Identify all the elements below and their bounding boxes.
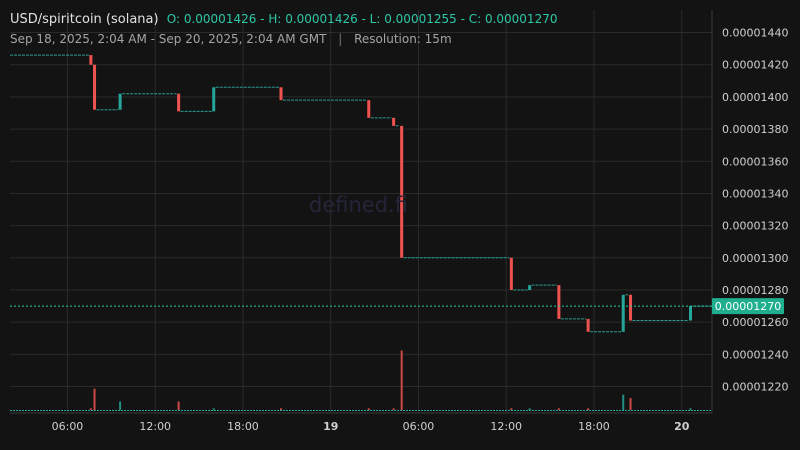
volume-bar (510, 408, 513, 410)
candle (367, 100, 371, 118)
candle (212, 87, 216, 112)
candles (89, 55, 693, 332)
candle (621, 294, 625, 332)
candle (89, 55, 93, 65)
candle (177, 93, 181, 112)
volume-bar (622, 394, 625, 410)
x-tick-label: 06:00 (403, 420, 435, 433)
volume-bar (557, 408, 560, 410)
resolution-label: Resolution: 15m (354, 32, 452, 46)
watermark: defined.fi (309, 193, 408, 217)
y-tick-label: 0.00001360 (722, 155, 788, 168)
ohlc-values: O: 0.00001426 - H: 0.00001426 - L: 0.000… (166, 12, 558, 26)
volume-bar (587, 408, 590, 410)
volume-bar (629, 398, 632, 410)
y-tick-label: 0.00001240 (722, 348, 788, 361)
candle (279, 87, 283, 101)
x-tick-label: 12:00 (490, 420, 522, 433)
volume-bar (400, 350, 403, 410)
volume-bar (367, 408, 370, 410)
grid (10, 10, 713, 414)
y-tick-label: 0.00001220 (722, 381, 788, 394)
y-tick-label: 0.00001260 (722, 316, 788, 329)
candle (629, 294, 633, 321)
volume-bars (10, 350, 712, 411)
y-tick-label: 0.00001420 (722, 59, 788, 72)
volume-bar (89, 408, 92, 410)
separator: | (338, 32, 343, 46)
volume-bar (119, 401, 122, 410)
volume-bar (392, 408, 395, 410)
x-tick-label: 12:00 (139, 420, 171, 433)
y-axis: 0.00001220 0.00001240 0.00001260 0.00001280… (722, 27, 788, 394)
volume-bar (280, 408, 283, 410)
candle (586, 318, 590, 332)
subtitle-line: Sep 18, 2025, 2:04 AM - Sep 20, 2025, 2:… (10, 32, 710, 46)
volume-bar (212, 408, 215, 410)
x-axis: 06:00 12:00 18:00 19 06:00 12:00 18:00 20 (52, 420, 690, 433)
x-tick-label: 19 (323, 420, 338, 433)
volume-bar (177, 401, 180, 410)
candle (509, 257, 513, 290)
candle (689, 306, 693, 321)
y-tick-label: 0.00001340 (722, 187, 788, 200)
x-tick-label: 18:00 (227, 420, 259, 433)
date-range: Sep 18, 2025, 2:04 AM - Sep 20, 2025, 2:… (10, 32, 327, 46)
volume-bar (528, 408, 531, 410)
candle-connectors (10, 54, 712, 333)
x-tick-label: 06:00 (52, 420, 84, 433)
title-line: USD/spiritcoin (solana) O: 0.00001426 - … (10, 11, 710, 28)
candle (557, 285, 561, 319)
current-price-label: 0.00001270 (715, 300, 781, 313)
candle (400, 125, 404, 258)
volume-bar (689, 408, 692, 410)
volume-bar (93, 388, 96, 410)
y-tick-label: 0.00001300 (722, 252, 788, 265)
y-tick-label: 0.00001320 (722, 220, 788, 233)
candle (392, 117, 396, 126)
candle (118, 93, 122, 110)
x-tick-label: 18:00 (578, 420, 610, 433)
y-tick-label: 0.00001400 (722, 91, 788, 104)
x-tick-label: 20 (674, 420, 690, 433)
candle (528, 285, 532, 290)
price-lines: 0.00001270 (10, 298, 784, 315)
y-tick-label: 0.00001440 (722, 27, 788, 40)
chart-header: USD/spiritcoin (solana) O: 0.00001426 - … (10, 11, 710, 46)
y-tick-label: 0.00001380 (722, 123, 788, 136)
candle (93, 64, 97, 110)
current-price-badge (712, 298, 784, 315)
y-tick-label: 0.00001280 (722, 284, 788, 297)
pair-name: USD/spiritcoin (solana) (10, 12, 159, 27)
